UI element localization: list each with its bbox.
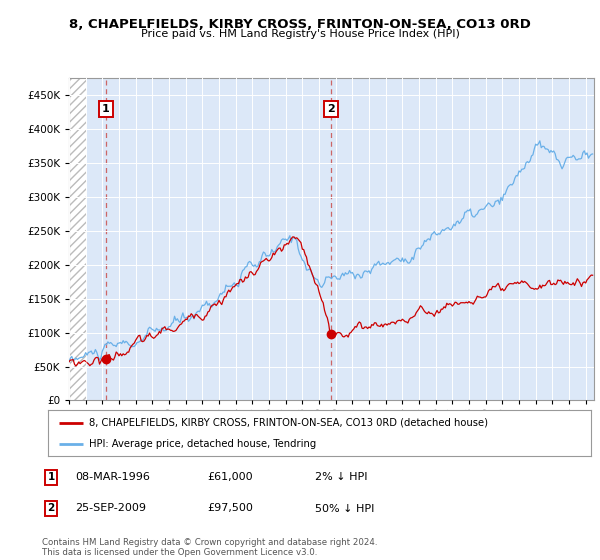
Bar bbox=[69, 78, 86, 400]
Text: HPI: Average price, detached house, Tendring: HPI: Average price, detached house, Tend… bbox=[89, 439, 316, 449]
Text: 1: 1 bbox=[102, 104, 110, 114]
Text: 8, CHAPELFIELDS, KIRBY CROSS, FRINTON-ON-SEA, CO13 0RD: 8, CHAPELFIELDS, KIRBY CROSS, FRINTON-ON… bbox=[69, 18, 531, 31]
Text: 2: 2 bbox=[47, 503, 55, 514]
Text: Price paid vs. HM Land Registry's House Price Index (HPI): Price paid vs. HM Land Registry's House … bbox=[140, 29, 460, 39]
Text: 2% ↓ HPI: 2% ↓ HPI bbox=[315, 472, 367, 482]
Text: 8, CHAPELFIELDS, KIRBY CROSS, FRINTON-ON-SEA, CO13 0RD (detached house): 8, CHAPELFIELDS, KIRBY CROSS, FRINTON-ON… bbox=[89, 418, 488, 428]
Text: 08-MAR-1996: 08-MAR-1996 bbox=[75, 472, 150, 482]
Text: 2: 2 bbox=[327, 104, 335, 114]
Text: 1: 1 bbox=[47, 472, 55, 482]
Text: 25-SEP-2009: 25-SEP-2009 bbox=[75, 503, 146, 514]
Text: 50% ↓ HPI: 50% ↓ HPI bbox=[315, 503, 374, 514]
Text: Contains HM Land Registry data © Crown copyright and database right 2024.
This d: Contains HM Land Registry data © Crown c… bbox=[42, 538, 377, 557]
Text: £61,000: £61,000 bbox=[207, 472, 253, 482]
Text: £97,500: £97,500 bbox=[207, 503, 253, 514]
